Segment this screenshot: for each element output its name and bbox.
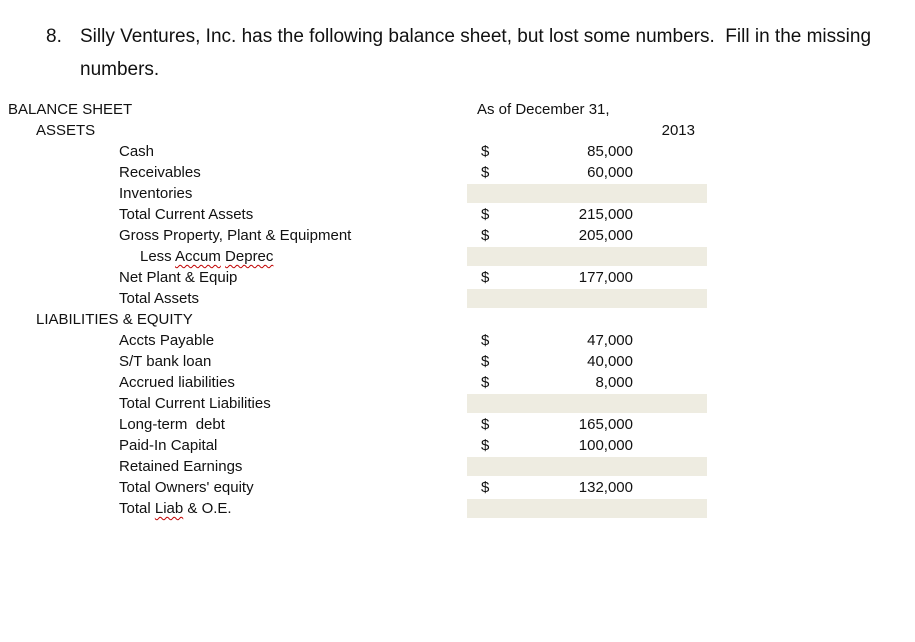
amount: 60,000 [587, 164, 633, 181]
row-label: Retained Earnings [119, 458, 243, 475]
question-number: 8. [46, 26, 62, 47]
row-label: Accts Payable [119, 332, 215, 349]
row-label: Total Owners' equity [119, 479, 254, 496]
row-label-word: Less [140, 248, 172, 265]
amount: 205,000 [578, 227, 633, 244]
row-label: Total Assets [119, 290, 200, 307]
row-label: S/T bank loan [119, 353, 212, 370]
missing-value-cell [467, 499, 707, 518]
sheet-header-row: BALANCE SHEET As of December 31, [0, 99, 915, 120]
row-label: Gross Property, Plant & Equipment [119, 227, 352, 244]
row-total-owners-equity: Total Owners' equity $132,000 [0, 477, 915, 498]
currency-symbol: $ [481, 164, 490, 181]
amount: 47,000 [587, 332, 633, 349]
missing-value-cell [467, 247, 707, 266]
value-cell: $60,000 [467, 163, 707, 182]
assets-section-row: ASSETS 2013 [0, 120, 915, 141]
misspelled-word: Deprec [225, 248, 274, 265]
row-label: Total Current Assets [119, 206, 254, 223]
currency-symbol: $ [481, 374, 490, 391]
row-total-liab-oe: Total Liab & O.E. [0, 498, 915, 519]
currency-symbol: $ [481, 332, 490, 349]
liabilities-section-label: LIABILITIES & EQUITY [36, 311, 193, 328]
value-cell: $215,000 [467, 205, 707, 224]
row-retained-earnings: Retained Earnings [0, 456, 915, 477]
currency-symbol: $ [481, 269, 490, 286]
row-total-current-assets: Total Current Assets $215,000 [0, 204, 915, 225]
currency-symbol: $ [481, 353, 490, 370]
value-cell: $85,000 [467, 142, 707, 161]
amount: 177,000 [578, 269, 633, 286]
row-accrued-liabilities: Accrued liabilities $8,000 [0, 372, 915, 393]
missing-value-cell [467, 457, 707, 476]
row-st-bank-loan: S/T bank loan $40,000 [0, 351, 915, 372]
amount: 132,000 [578, 479, 633, 496]
row-gross-ppe: Gross Property, Plant & Equipment $205,0… [0, 225, 915, 246]
row-long-term-debt: Long-term debt $165,000 [0, 414, 915, 435]
row-accts-payable: Accts Payable $47,000 [0, 330, 915, 351]
assets-section-label: ASSETS [36, 122, 96, 139]
missing-value-cell [467, 184, 707, 203]
amount: 215,000 [578, 206, 633, 223]
value-cell: $47,000 [467, 331, 707, 350]
value-cell: $40,000 [467, 352, 707, 371]
value-cell: $100,000 [467, 436, 707, 455]
value-cell: $132,000 [467, 478, 707, 497]
currency-symbol: $ [481, 416, 490, 433]
missing-value-cell [467, 394, 707, 413]
amount: 85,000 [587, 143, 633, 160]
amount: 8,000 [595, 374, 633, 391]
row-total-current-liabilities: Total Current Liabilities [0, 393, 915, 414]
value-cell: $177,000 [467, 268, 707, 287]
row-label: Net Plant & Equip [119, 269, 238, 286]
row-net-plant-equip: Net Plant & Equip $177,000 [0, 267, 915, 288]
row-paid-in-capital: Paid-In Capital $100,000 [0, 435, 915, 456]
amount: 165,000 [578, 416, 633, 433]
row-less-accum-deprec: Less Accum Deprec [0, 246, 915, 267]
sheet-title: BALANCE SHEET [8, 101, 133, 118]
year-header: 2013 [661, 122, 695, 139]
date-header: As of December 31, [477, 101, 610, 118]
row-label: Less Accum Deprec [140, 246, 273, 267]
row-label: Cash [119, 143, 155, 160]
row-label-word: Total [119, 500, 151, 517]
liabilities-section-row: LIABILITIES & EQUITY [0, 309, 915, 330]
row-inventories: Inventories [0, 183, 915, 204]
row-total-assets: Total Assets [0, 288, 915, 309]
row-label: Paid-In Capital [119, 437, 218, 454]
misspelled-word: Accum [175, 248, 221, 265]
row-label: Inventories [119, 185, 193, 202]
amount: 100,000 [578, 437, 633, 454]
currency-symbol: $ [481, 143, 490, 160]
value-cell: $205,000 [467, 226, 707, 245]
amount: 40,000 [587, 353, 633, 370]
row-cash: Cash $85,000 [0, 141, 915, 162]
value-cell: $165,000 [467, 415, 707, 434]
row-label: Receivables [119, 164, 201, 181]
question: 8. Silly Ventures, Inc. has the followin… [46, 20, 906, 86]
question-text: Silly Ventures, Inc. has the following b… [80, 26, 877, 80]
value-cell: $8,000 [467, 373, 707, 392]
balance-sheet: BALANCE SHEET As of December 31, ASSETS … [0, 99, 915, 519]
currency-symbol: $ [481, 227, 490, 244]
row-label: Total Liab & O.E. [119, 498, 232, 519]
currency-symbol: $ [481, 206, 490, 223]
row-label: Total Current Liabilities [119, 395, 271, 412]
row-label: Accrued liabilities [119, 374, 235, 391]
currency-symbol: $ [481, 479, 490, 496]
row-label-word: & O.E. [187, 500, 232, 517]
misspelled-word: Liab [154, 500, 184, 517]
row-label: Long-term debt [119, 416, 225, 433]
missing-value-cell [467, 289, 707, 308]
currency-symbol: $ [481, 437, 490, 454]
row-receivables: Receivables $60,000 [0, 162, 915, 183]
